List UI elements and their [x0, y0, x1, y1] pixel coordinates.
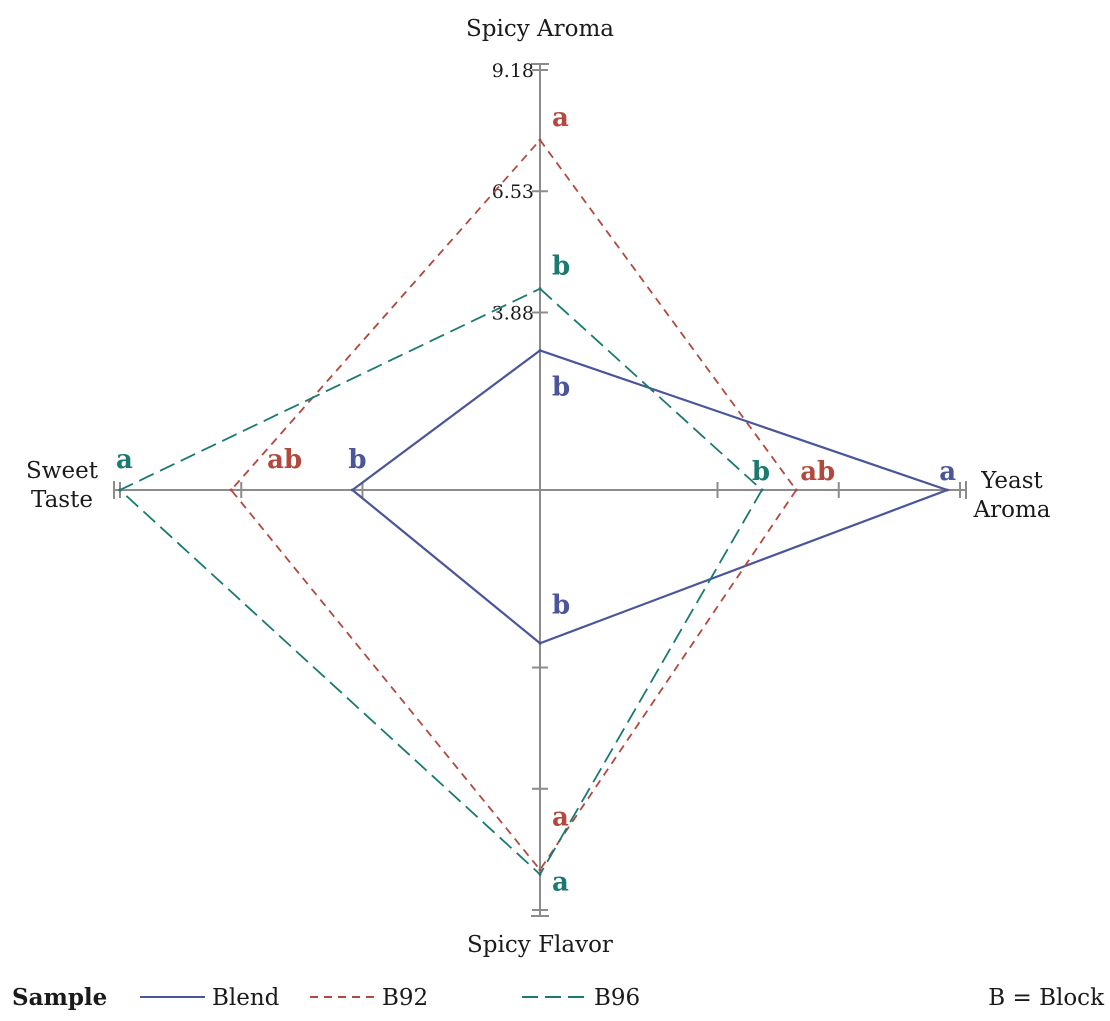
sig-letter-b96-sweet_taste: a	[116, 445, 133, 475]
sig-letter-b96-yeast_aroma: b	[752, 457, 770, 487]
series-b96-point-spicy_aroma	[538, 287, 542, 291]
sig-letter-b92-spicy_flavor: a	[552, 803, 569, 833]
tick-label-1: 6.53	[492, 181, 534, 203]
sig-letter-blend-yeast_aroma: a	[939, 457, 956, 487]
legend: Sample B = Block Blend B92 B96	[12, 984, 1105, 1011]
series-b92-point-spicy_flavor	[538, 868, 542, 872]
series-b92-point-spicy_aroma	[538, 138, 542, 142]
legend-label-b92: B92	[382, 985, 428, 1011]
series-blend-line	[350, 349, 951, 645]
series-b96-point-yeast_aroma	[760, 488, 764, 492]
series-b96-line	[118, 287, 764, 876]
sig-letter-b92-yeast_aroma: ab	[800, 457, 835, 487]
legend-title: Sample	[12, 984, 107, 1011]
series-b92-line	[229, 138, 798, 872]
sig-letter-b92-spicy_aroma: a	[552, 103, 569, 133]
sig-letter-b96-spicy_flavor: a	[552, 867, 569, 897]
series-blend-point-yeast_aroma	[945, 488, 949, 492]
series-layer	[118, 138, 951, 876]
axes-layer: 3.88 6.53 9.18 Spicy Aroma Yeast Aroma Spicy F…	[26, 16, 1051, 958]
sig-letter-b96-spicy_aroma: b	[552, 252, 570, 282]
sig-letter-blend-sweet_taste: b	[348, 445, 366, 475]
sig-letter-blend-spicy_aroma: b	[552, 372, 570, 402]
tick-label-2: 9.18	[492, 60, 534, 82]
legend-note: B = Block	[988, 985, 1105, 1011]
axis-title-sweet_taste: Sweet Taste	[26, 458, 99, 513]
axis-title-spicy_aroma: Spicy Aroma	[466, 16, 614, 42]
sig-letter-blend-spicy_flavor: b	[552, 590, 570, 620]
series-blend-point-spicy_flavor	[538, 641, 542, 645]
series-blend-point-spicy_aroma	[538, 348, 542, 352]
legend-label-blend: Blend	[212, 985, 280, 1011]
series-blend-point-sweet_taste	[350, 488, 354, 492]
series-b96-point-sweet_taste	[118, 488, 122, 492]
sig-letter-b92-sweet_taste: ab	[267, 445, 302, 475]
series-b92-point-sweet_taste	[229, 488, 233, 492]
tick-label-0: 3.88	[492, 302, 534, 324]
axis-title-spicy_flavor: Spicy Flavor	[467, 932, 613, 958]
series-b96-point-spicy_flavor	[538, 872, 542, 876]
axis-title-yeast_aroma: Yeast Aroma	[973, 468, 1051, 523]
legend-label-b96: B96	[594, 985, 640, 1011]
series-b92-point-yeast_aroma	[794, 488, 798, 492]
